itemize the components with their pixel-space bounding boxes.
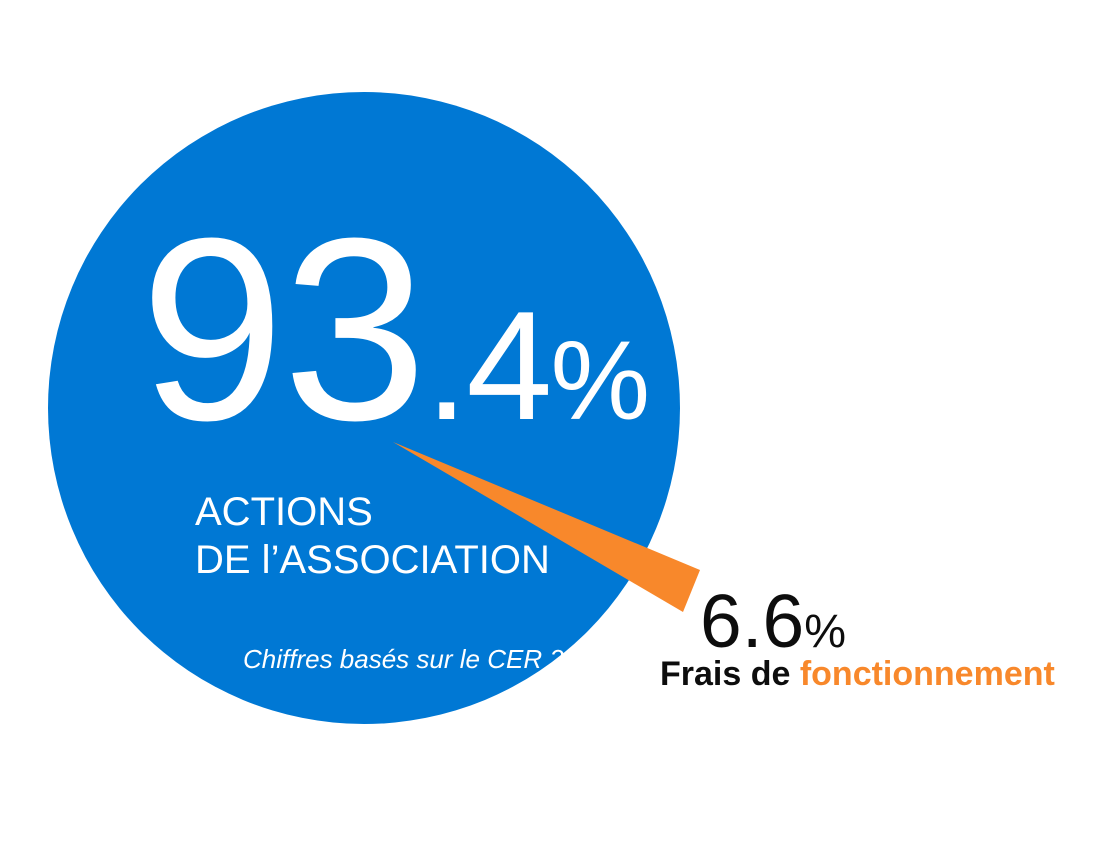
callout-label-highlight: fonctionnement <box>799 655 1055 693</box>
main-percentage: 93.4% <box>140 185 650 475</box>
main-label-line2: DE l’ASSOCIATION <box>195 538 550 582</box>
main-label: ACTIONS DE l’ASSOCIATION <box>195 488 550 584</box>
main-label-line1: ACTIONS <box>195 490 373 534</box>
main-circle-slice <box>48 92 680 724</box>
main-percentage-decimal: .4 <box>425 279 552 452</box>
footnote: Chiffres basés sur le CER 2024 <box>243 644 608 674</box>
callout-label: Frais de fonctionnement <box>660 657 1055 691</box>
callout-label-prefix: Frais de <box>660 655 800 693</box>
wedge-shape <box>393 442 700 612</box>
callout-percentage-sign: % <box>804 604 847 657</box>
callout-percentage: 6.6% <box>700 584 846 659</box>
callout-percentage-value: 6.6 <box>700 579 805 663</box>
main-percentage-integer: 93 <box>140 185 427 475</box>
main-percentage-sign: % <box>550 318 650 443</box>
